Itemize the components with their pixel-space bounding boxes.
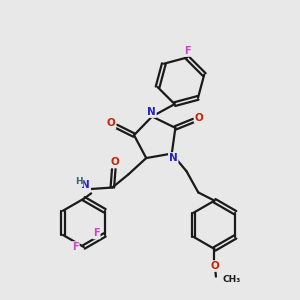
Text: F: F	[184, 46, 191, 56]
Text: O: O	[110, 158, 119, 167]
Text: F: F	[93, 228, 100, 239]
Text: H: H	[75, 177, 82, 186]
Text: F: F	[72, 242, 79, 252]
Text: N: N	[147, 107, 156, 117]
Text: N: N	[169, 153, 178, 163]
Text: O: O	[107, 118, 116, 128]
Text: O: O	[195, 112, 203, 122]
Text: N: N	[82, 181, 90, 190]
Text: CH₃: CH₃	[222, 275, 241, 284]
Text: O: O	[210, 261, 219, 271]
